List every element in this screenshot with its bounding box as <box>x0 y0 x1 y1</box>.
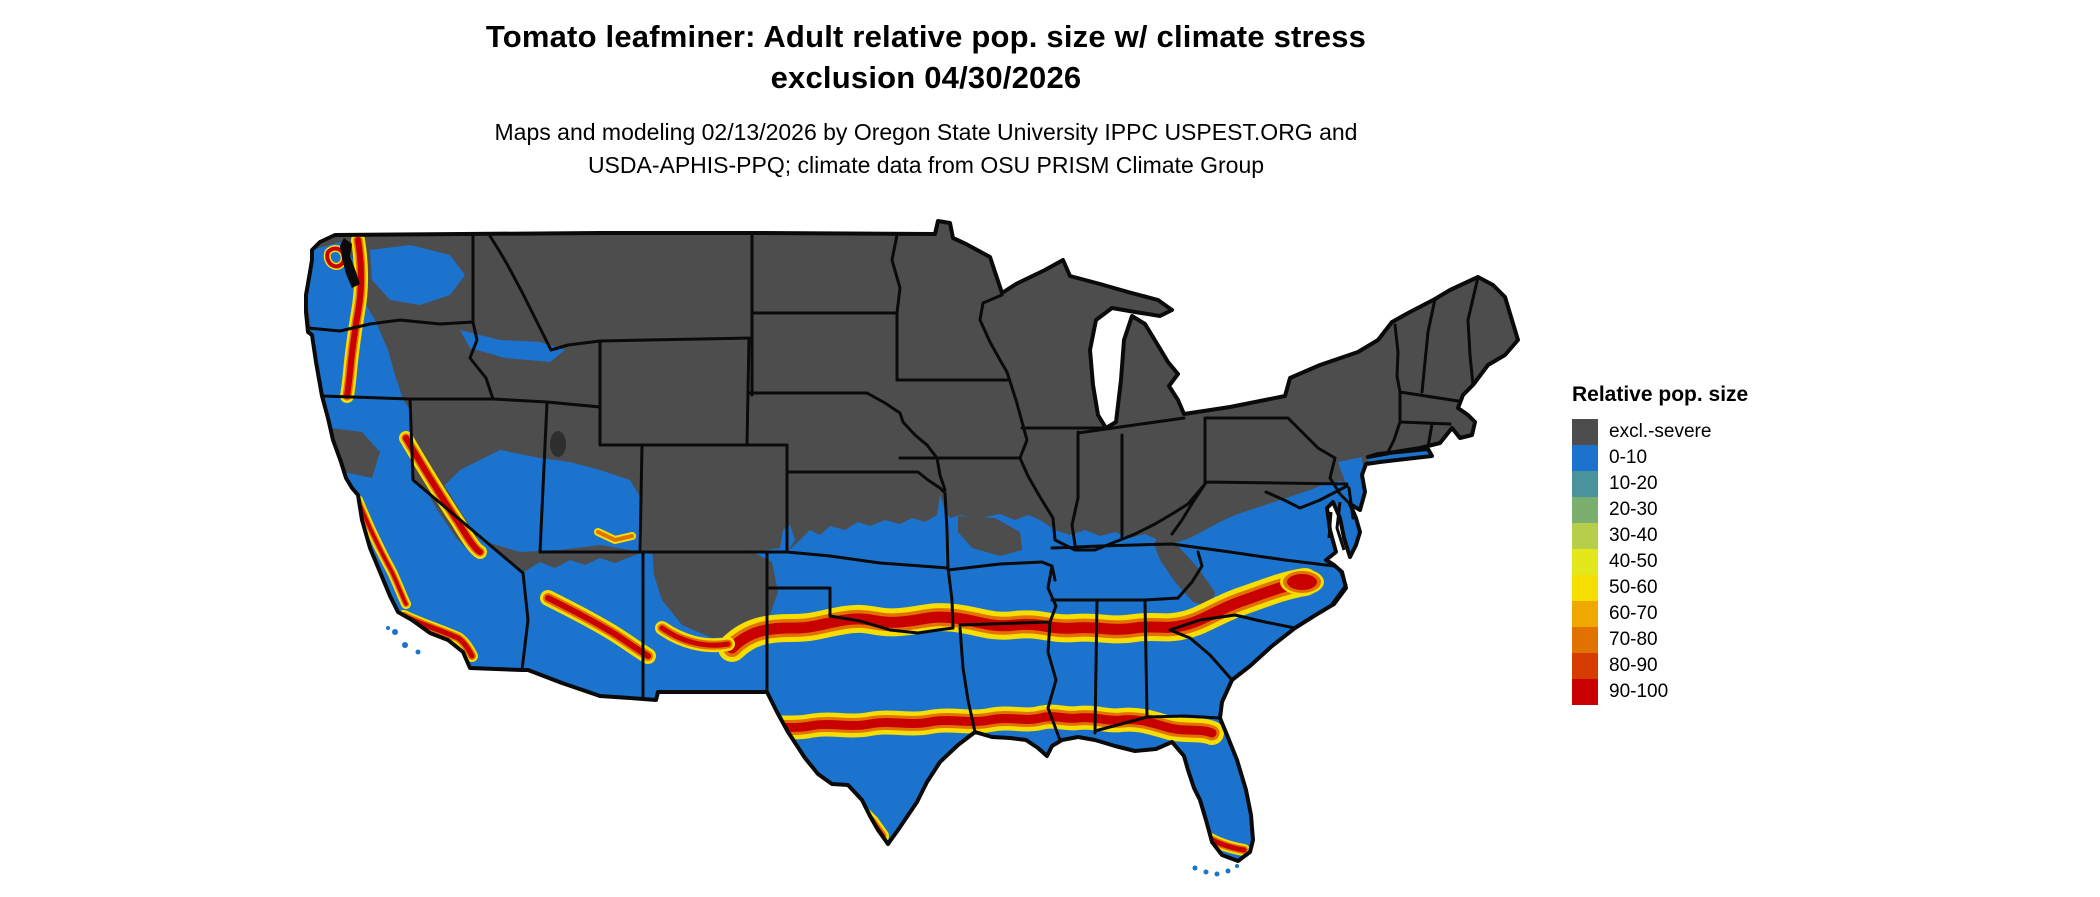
legend-swatch <box>1572 653 1598 679</box>
legend-swatch <box>1572 627 1598 653</box>
chart-subtitle: Maps and modeling 02/13/2026 by Oregon S… <box>0 116 1852 182</box>
legend-swatch <box>1572 679 1598 705</box>
legend-item: 10-20 <box>1572 471 1872 497</box>
legend-label: 0-10 <box>1609 447 1648 468</box>
subtitle-line-1: Maps and modeling 02/13/2026 by Oregon S… <box>494 119 1358 145</box>
legend-item: excl.-severe <box>1572 419 1872 445</box>
hotspot-bands <box>327 240 1324 850</box>
great-salt-lake <box>550 431 566 457</box>
us-map-svg <box>304 219 1520 877</box>
title-line-1: Tomato leafminer: Adult relative pop. si… <box>485 19 1367 54</box>
legend-item: 70-80 <box>1572 627 1872 653</box>
legend-items: excl.-severe 0-10 10-20 20-30 30-40 40-50 50-6… <box>1572 419 1872 705</box>
state-borders <box>306 232 1480 742</box>
legend-item: 20-30 <box>1572 497 1872 523</box>
legend-label: 10-20 <box>1609 473 1658 494</box>
legend-title: Relative pop. size <box>1572 383 1749 406</box>
legend-item: 30-40 <box>1572 523 1872 549</box>
legend-item: 60-70 <box>1572 601 1872 627</box>
legend-label: 50-60 <box>1609 577 1658 598</box>
legend-label: 90-100 <box>1609 681 1669 702</box>
legend-label: 80-90 <box>1609 655 1658 676</box>
offshore-islands <box>386 626 1239 877</box>
legend-swatch <box>1572 575 1598 601</box>
legend: Relative pop. size excl.-severe 0-10 10-20… <box>1572 383 1872 705</box>
legend-swatch <box>1572 549 1598 575</box>
legend-swatch <box>1572 497 1598 523</box>
title-line-2: exclusion 04/30/2026 <box>770 60 1082 95</box>
legend-swatch <box>1572 523 1598 549</box>
legend-label: 20-30 <box>1609 499 1658 520</box>
legend-label: 40-50 <box>1609 551 1658 572</box>
legend-label: 60-70 <box>1609 603 1658 624</box>
legend-swatch <box>1572 471 1598 497</box>
legend-swatch <box>1572 419 1598 445</box>
legend-swatch <box>1572 445 1598 471</box>
legend-label: 30-40 <box>1609 525 1658 546</box>
legend-item: 80-90 <box>1572 653 1872 679</box>
subtitle-line-2: USDA-APHIS-PPQ; climate data from OSU PR… <box>587 152 1265 178</box>
legend-item: 90-100 <box>1572 679 1872 705</box>
legend-item: 40-50 <box>1572 549 1872 575</box>
legend-item: 50-60 <box>1572 575 1872 601</box>
legend-label: excl.-severe <box>1609 421 1712 442</box>
us-map <box>300 200 1550 892</box>
chart-title: Tomato leafminer: Adult relative pop. si… <box>0 16 1852 98</box>
legend-label: 70-80 <box>1609 629 1658 650</box>
chesapeake-bay <box>1327 501 1348 605</box>
legend-swatch <box>1572 601 1598 627</box>
legend-item: 0-10 <box>1572 445 1872 471</box>
puget-sound <box>340 238 360 288</box>
